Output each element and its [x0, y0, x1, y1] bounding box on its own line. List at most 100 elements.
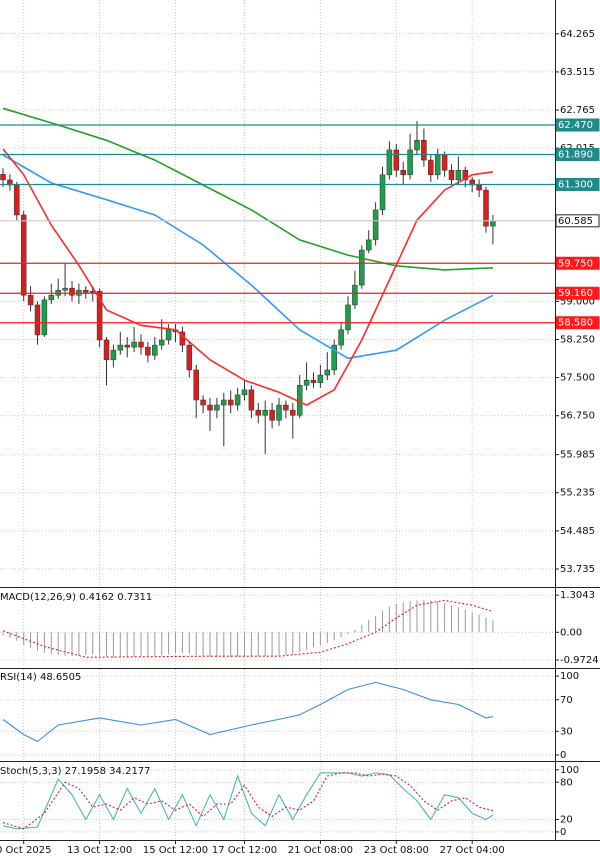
candle-body — [262, 409, 268, 416]
candle-body — [421, 140, 427, 161]
candle-body — [386, 149, 393, 176]
candle-body — [393, 149, 400, 171]
candle-body — [414, 140, 420, 151]
y-tick-label: 0 — [560, 827, 566, 838]
x-tick-label: 15 Oct 12:00 — [143, 845, 208, 856]
x-tick-label: 13 Oct 12:00 — [67, 845, 132, 856]
y-tick-label: 20 — [560, 815, 573, 826]
indicator-line — [2, 107, 493, 271]
indicator-line — [2, 148, 494, 406]
candle-body — [165, 329, 172, 341]
candle-body — [138, 341, 144, 348]
y-tick-label: 63.515 — [560, 67, 595, 78]
grid — [0, 669, 555, 760]
candle-body — [117, 344, 124, 351]
frame — [0, 0, 600, 841]
panel-title: MACD(12,26,9) 0.4162 0.7311 — [0, 592, 152, 603]
panel — [0, 0, 555, 587]
candle-body — [152, 344, 158, 356]
candle-body — [400, 170, 406, 176]
candle-body — [276, 404, 282, 421]
candle-body — [0, 174, 6, 181]
x-tick-label: 27 Oct 04:00 — [440, 845, 505, 856]
candle-body — [379, 174, 386, 211]
candle-body — [331, 344, 337, 371]
panel-title: RSI(14) 48.6505 — [0, 672, 81, 683]
level-label: 61.890 — [558, 150, 593, 161]
y-tick-label: 0 — [560, 750, 566, 761]
level-label: 61.300 — [558, 179, 593, 190]
candle-body — [476, 184, 482, 191]
candle-body — [200, 399, 206, 406]
candle-body — [20, 214, 27, 296]
x-tick-label: 23 Oct 08:00 — [364, 845, 429, 856]
indicator-line — [2, 681, 494, 743]
candle-body — [34, 304, 41, 336]
y-tick-label: 56.750 — [560, 411, 595, 422]
panel — [0, 763, 555, 840]
candle-body — [227, 399, 234, 406]
candle-body — [124, 344, 130, 348]
candle-body — [490, 220, 496, 227]
candle-body — [193, 369, 199, 401]
x-tick-label: 17 Oct 12:00 — [212, 845, 277, 856]
candle-body — [462, 170, 469, 181]
candle-body — [14, 184, 20, 216]
x-tick-label: 0 Oct 2025 — [0, 845, 51, 856]
candle-body — [131, 341, 137, 348]
candle-body — [214, 404, 220, 411]
grid — [0, 0, 555, 587]
grid — [0, 763, 555, 840]
y-tick-label: 59.000 — [560, 296, 595, 307]
candle-body — [27, 295, 34, 306]
candle-body — [441, 154, 448, 171]
candle-body — [255, 409, 262, 416]
candle-body — [103, 339, 110, 361]
level-label: 59.750 — [558, 258, 593, 269]
candle-body — [365, 239, 372, 251]
candle-body — [455, 170, 462, 181]
candle-body — [145, 346, 151, 356]
y-tick-label: 62.765 — [560, 105, 595, 116]
indicator-line — [2, 599, 494, 658]
candle-body — [83, 289, 89, 293]
candle-body — [310, 379, 317, 383]
level-label: 59.160 — [558, 288, 593, 299]
candle-body — [248, 389, 255, 411]
candle-body — [338, 329, 344, 346]
candle-body — [283, 404, 289, 411]
y-tick-label: 55.985 — [560, 450, 595, 461]
y-tick-label: 100 — [560, 671, 579, 682]
indicator-line — [2, 772, 494, 830]
x-tick-label: 21 Oct 08:00 — [288, 845, 353, 856]
candle-body — [324, 369, 331, 376]
level-label: 62.470 — [558, 120, 593, 131]
panel — [0, 669, 555, 760]
candle-body — [69, 287, 75, 296]
candle-body — [221, 399, 227, 406]
candle-body — [359, 249, 365, 286]
candle-body — [352, 284, 358, 306]
panel — [0, 589, 555, 667]
y-tick-label: 80 — [560, 777, 573, 788]
y-tick-label: 30 — [560, 726, 573, 737]
candle-body — [345, 304, 351, 331]
y-tick-label: 70 — [560, 695, 573, 706]
candle-body — [290, 409, 296, 416]
y-tick-label: 54.485 — [560, 526, 595, 537]
candle-body — [207, 404, 213, 411]
indicator-line — [2, 154, 494, 360]
y-tick-label: 64.265 — [560, 29, 595, 40]
candle-body — [48, 295, 55, 301]
candle-body — [110, 349, 117, 361]
y-tick-label: 100 — [560, 765, 579, 776]
y-tick-label: 53.735 — [560, 564, 595, 575]
candle-body — [448, 170, 455, 181]
panel-title: Stoch(5,3,3) 27.1958 34.2177 — [0, 766, 151, 777]
candle-body — [434, 154, 441, 176]
y-tick-label: 58.250 — [560, 334, 595, 345]
y-tick-label: 57.500 — [560, 373, 595, 384]
candle-body — [234, 394, 241, 406]
